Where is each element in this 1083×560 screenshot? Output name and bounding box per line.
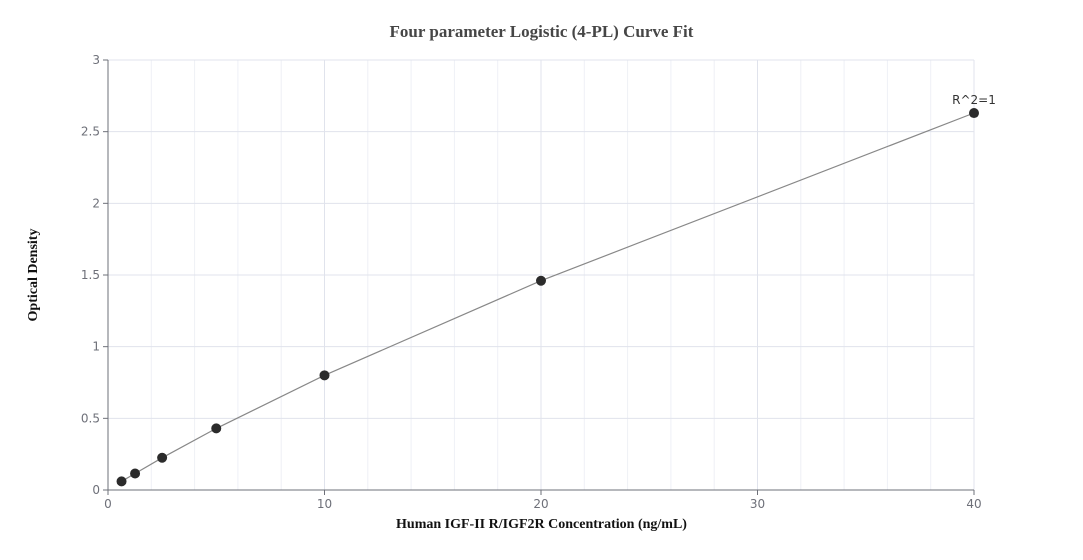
- x-tick-label: 20: [533, 497, 548, 511]
- y-tick-label: 2.5: [81, 125, 100, 139]
- data-point: [536, 275, 546, 286]
- y-tick-label: 3: [92, 53, 100, 67]
- grid-lines: [107, 59, 975, 490]
- data-point: [969, 108, 979, 119]
- axes: 00.511.522.530 10 20 30 40: [81, 53, 982, 511]
- y-tick-label: 1: [92, 340, 100, 354]
- chart-title: Four parameter Logistic (4-PL) Curve Fit: [389, 22, 694, 41]
- data-points: [116, 108, 979, 487]
- annotations: R^2=1: [952, 93, 996, 107]
- x-tick-label: 10: [317, 497, 332, 511]
- data-point: [211, 423, 222, 434]
- data-point: [116, 476, 127, 487]
- x-tick-label: 40: [966, 497, 981, 511]
- r-squared-annotation: R^2=1: [952, 93, 996, 107]
- y-tick-label: 0.5: [81, 411, 100, 425]
- y-tick-label: 2: [92, 196, 100, 210]
- x-tick-label: 0: [104, 497, 112, 511]
- y-tick-label: 1.5: [81, 268, 100, 282]
- fit-curve: [121, 112, 975, 482]
- x-axis-label: Human IGF-II R/IGF2R Concentration (ng/m…: [396, 517, 687, 532]
- data-point: [130, 468, 141, 479]
- fit-line: [121, 112, 975, 482]
- data-point: [157, 452, 168, 463]
- x-tick-label: 30: [750, 497, 765, 511]
- data-point: [319, 370, 330, 381]
- y-tick-label: 0: [92, 483, 100, 497]
